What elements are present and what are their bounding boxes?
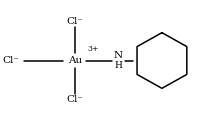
Text: Cl⁻: Cl⁻ bbox=[66, 95, 83, 104]
Text: Au: Au bbox=[68, 56, 82, 65]
Text: 3+: 3+ bbox=[88, 45, 99, 53]
Text: N: N bbox=[114, 51, 123, 60]
Text: Cl⁻: Cl⁻ bbox=[2, 56, 19, 65]
Text: Cl⁻: Cl⁻ bbox=[66, 17, 83, 26]
Text: H: H bbox=[114, 61, 122, 70]
